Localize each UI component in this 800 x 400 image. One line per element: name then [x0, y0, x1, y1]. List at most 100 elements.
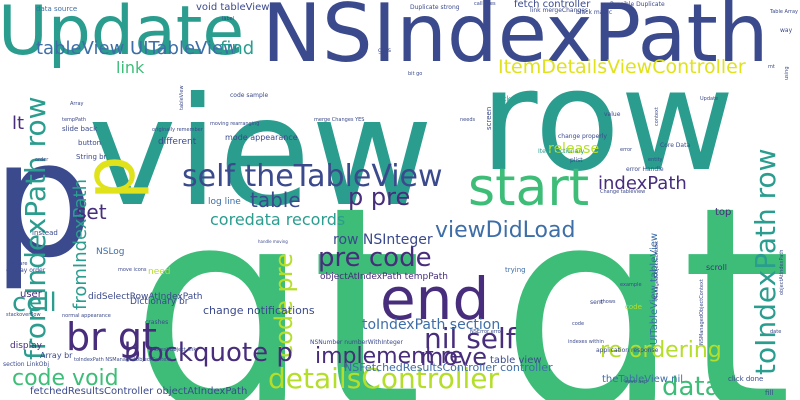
cloud-word: fetchedResultsController objectAtIndexPa… — [30, 386, 248, 397]
cloud-word: error Handle — [626, 166, 664, 173]
cloud-word: ItemDetailsViewController — [498, 56, 746, 78]
cloud-word: code — [625, 303, 642, 311]
cloud-word: click — [495, 95, 511, 103]
cloud-word: crashes — [145, 319, 169, 326]
cloud-word: tempPath — [62, 117, 87, 123]
cloud-word: context — [654, 107, 660, 126]
cloud-word: black magic — [576, 9, 613, 16]
cloud-word: Change tableView — [600, 189, 646, 195]
cloud-word: code sample — [230, 92, 269, 99]
cloud-word: link mergeChanges — [530, 7, 589, 14]
cloud-word: Item Dictionary — [538, 148, 585, 155]
cloud-word: set — [76, 200, 107, 224]
cloud-word: NSManagedObjectContext — [699, 279, 705, 345]
cloud-word: call uses — [474, 1, 496, 7]
cloud-word: objectAtIndexPath — [779, 249, 785, 295]
cloud-word: Array — [70, 101, 84, 107]
cloud-word: label — [222, 16, 235, 22]
cloud-word: application response — [596, 347, 659, 354]
cloud-word: prepare — [8, 261, 28, 267]
cloud-word: log line — [208, 197, 241, 207]
cloud-word: bit go — [408, 71, 423, 77]
cloud-word: indexPath — [598, 173, 687, 194]
cloud-word: release — [548, 141, 600, 157]
cloud-word: change notifications — [203, 304, 315, 317]
cloud-word: moving rearranging — [210, 121, 260, 127]
cloud-word: void tableView — [196, 2, 270, 13]
cloud-word: find — [220, 38, 255, 59]
cloud-word: re ordering — [600, 338, 722, 363]
cloud-word: NSLog — [96, 247, 125, 257]
cloud-word: view — [88, 66, 434, 240]
cloud-word: indexes within — [568, 339, 604, 345]
cloud-word: toIndexPath NSManagedObjectContext — [74, 357, 172, 363]
cloud-word: Duplicate strong — [410, 4, 460, 11]
cloud-word: Dictionary br — [130, 297, 189, 307]
cloud-word: top — [715, 207, 732, 218]
cloud-word: stackoverflow — [6, 312, 41, 318]
cloud-word: display order — [6, 267, 46, 274]
cloud-word: fetch controller — [514, 0, 591, 10]
cloud-word: theTableView nil — [602, 374, 684, 385]
cloud-word: objectAtIndexPath tempPath — [320, 272, 448, 282]
cloud-word: slide back — [62, 125, 98, 133]
cloud-word: Table Array — [770, 9, 798, 15]
cloud-word: using — [784, 66, 790, 80]
cloud-word: instead — [32, 229, 58, 237]
cloud-word: originally remember — [152, 127, 203, 133]
cloud-word: scroll — [706, 263, 728, 272]
cloud-word: ManagedObjectContext — [654, 241, 660, 300]
cloud-word: different — [158, 137, 197, 147]
cloud-word: click done — [728, 375, 764, 383]
cloud-word: data source — [36, 5, 78, 13]
cloud-word: implement re — [315, 344, 463, 369]
cloud-word: nil self — [424, 322, 516, 355]
cloud-word: value — [604, 111, 621, 118]
cloud-word: mt — [768, 64, 775, 70]
cloud-word: merge Changes YES — [314, 117, 365, 123]
cloud-word: lt — [12, 113, 25, 134]
cloud-word: user — [20, 289, 42, 300]
cloud-word: br gt — [66, 315, 157, 359]
cloud-word: didSelectRowAtIndexPath — [88, 292, 203, 302]
cloud-word: p pre — [348, 183, 411, 211]
cloud-word: Possible Duplicate — [610, 1, 665, 8]
cloud-word: order — [35, 157, 49, 163]
cloud-word: end — [380, 265, 490, 333]
cloud-word: toIndexPath row — [749, 148, 782, 375]
cloud-word: self theTableView — [182, 159, 443, 194]
cloud-word: fill — [765, 389, 774, 397]
cloud-word: sent — [590, 299, 603, 306]
cloud-word: Update — [700, 96, 719, 102]
cloud-word: screen — [485, 106, 493, 130]
cloud-word: save asp — [625, 379, 648, 385]
cloud-word: mode appearance — [225, 133, 298, 142]
cloud-word: refreshObject link — [152, 347, 197, 353]
cloud-word: code — [572, 321, 585, 327]
cloud-word: gets — [378, 47, 391, 54]
cloud-word: need — [148, 267, 171, 277]
cloud-word: start — [468, 158, 590, 218]
cloud-word: NSError error — [470, 329, 503, 335]
cloud-word: toIndexPath section — [362, 317, 501, 333]
cloud-word: NSFetchedResultsController controller — [344, 361, 553, 374]
cloud-word: plist — [570, 157, 583, 164]
cloud-word: button — [78, 139, 102, 147]
cloud-word: data — [662, 372, 721, 400]
cloud-word: normal appearance — [62, 313, 111, 319]
cloud-word: p — [0, 106, 94, 293]
cloud-word: change properly — [558, 133, 607, 140]
cloud-word: fromIndexPath — [70, 179, 91, 310]
cloud-word: needs — [460, 117, 476, 123]
cloud-word: trying — [505, 266, 526, 274]
cloud-word: section LinkObj — [3, 361, 50, 368]
cloud-word: way — [780, 27, 793, 34]
cloud-word: move icons — [118, 267, 147, 273]
cloud-word: Update — [0, 0, 245, 71]
cloud-word: coredata records — [210, 210, 346, 229]
cloud-word: gt — [130, 146, 423, 400]
cloud-word: NSNumber numberWithInteger — [310, 339, 403, 346]
cloud-word: shows — [600, 299, 616, 305]
cloud-word: table view — [490, 355, 542, 366]
